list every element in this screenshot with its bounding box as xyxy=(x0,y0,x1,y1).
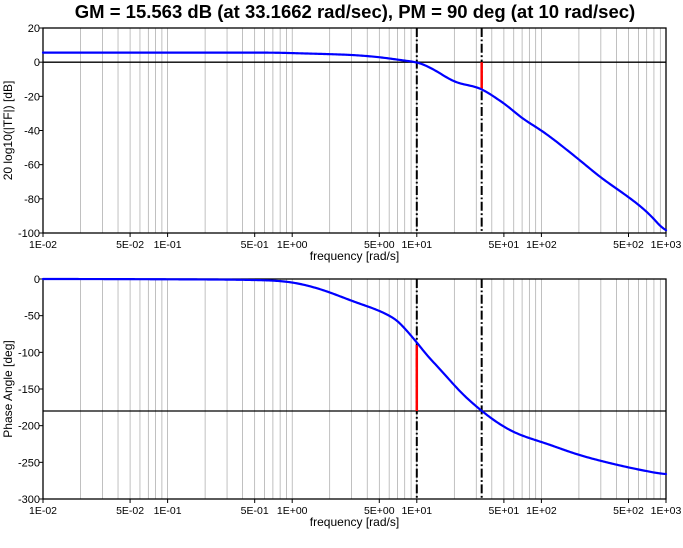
svg-text:frequency [rad/s]: frequency [rad/s] xyxy=(310,515,399,529)
svg-text:1E-01: 1E-01 xyxy=(154,505,182,517)
svg-text:-20: -20 xyxy=(24,91,40,103)
svg-text:0: 0 xyxy=(34,274,40,286)
svg-text:20: 20 xyxy=(28,23,40,35)
svg-text:1E+03: 1E+03 xyxy=(651,239,682,251)
svg-text:1E-02: 1E-02 xyxy=(29,239,57,251)
svg-text:1E+03: 1E+03 xyxy=(651,505,682,517)
svg-text:20 log10(|TF|) [dB]: 20 log10(|TF|) [dB] xyxy=(1,81,15,181)
svg-text:-100: -100 xyxy=(18,347,40,359)
svg-text:GM = 15.563 dB (at 33.1662 rad: GM = 15.563 dB (at 33.1662 rad/sec), PM … xyxy=(75,1,635,22)
svg-text:5E-01: 5E-01 xyxy=(241,505,269,517)
svg-text:5E-01: 5E-01 xyxy=(241,239,269,251)
svg-text:1E-02: 1E-02 xyxy=(29,505,57,517)
svg-text:5E-02: 5E-02 xyxy=(116,505,144,517)
svg-text:-40: -40 xyxy=(24,126,40,138)
svg-text:-150: -150 xyxy=(18,384,40,396)
svg-text:5E+01: 5E+01 xyxy=(489,239,520,251)
svg-text:5E+01: 5E+01 xyxy=(489,505,520,517)
svg-text:-80: -80 xyxy=(24,194,40,206)
svg-text:1E+02: 1E+02 xyxy=(526,239,557,251)
svg-text:-50: -50 xyxy=(24,311,40,323)
svg-text:-200: -200 xyxy=(18,421,40,433)
svg-text:5E-02: 5E-02 xyxy=(116,239,144,251)
svg-text:1E+00: 1E+00 xyxy=(277,505,308,517)
svg-text:-60: -60 xyxy=(24,160,40,172)
svg-text:0: 0 xyxy=(34,57,40,69)
svg-text:Phase Angle [deg]: Phase Angle [deg] xyxy=(1,340,15,437)
svg-text:5E+02: 5E+02 xyxy=(613,505,644,517)
svg-text:1E+00: 1E+00 xyxy=(277,239,308,251)
svg-text:1E+02: 1E+02 xyxy=(526,505,557,517)
svg-text:5E+02: 5E+02 xyxy=(613,239,644,251)
svg-text:frequency [rad/s]: frequency [rad/s] xyxy=(310,249,399,263)
svg-text:1E+01: 1E+01 xyxy=(401,505,432,517)
svg-text:1E-01: 1E-01 xyxy=(154,239,182,251)
svg-text:-250: -250 xyxy=(18,457,40,469)
svg-text:1E+01: 1E+01 xyxy=(401,239,432,251)
